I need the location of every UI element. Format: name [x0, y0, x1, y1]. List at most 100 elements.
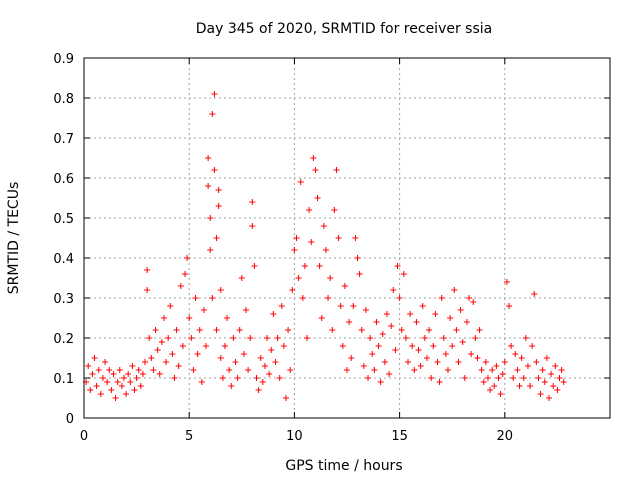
data-point [398, 327, 405, 333]
data-point [499, 371, 506, 377]
data-point [181, 271, 188, 277]
data-point [93, 383, 100, 389]
data-point [478, 367, 485, 373]
data-point [560, 379, 567, 385]
y-tick-label: 0.6 [53, 172, 74, 187]
data-point [217, 355, 224, 361]
data-point [156, 371, 163, 377]
data-point [87, 387, 94, 393]
data-point [541, 379, 548, 385]
data-point [203, 343, 210, 349]
data-point [339, 343, 346, 349]
axis-ticks [83, 57, 610, 419]
data-point [463, 319, 470, 325]
data-point [293, 235, 300, 241]
data-point [255, 387, 262, 393]
data-point [137, 383, 144, 389]
data-point [144, 267, 151, 273]
data-point [144, 287, 151, 293]
data-point [447, 315, 454, 321]
data-point [430, 343, 437, 349]
data-point [205, 183, 212, 189]
data-point [442, 351, 449, 357]
data-point [89, 371, 96, 377]
data-point [413, 319, 420, 325]
data-point [552, 363, 559, 369]
data-point [386, 371, 393, 377]
data-point [272, 359, 279, 365]
data-point [173, 327, 180, 333]
data-point [480, 379, 487, 385]
data-point [333, 167, 340, 173]
data-point [556, 375, 563, 381]
data-point [543, 355, 550, 361]
data-point [440, 335, 447, 341]
data-point [392, 347, 399, 353]
data-point [402, 335, 409, 341]
data-point [148, 355, 155, 361]
data-point [331, 207, 338, 213]
data-point [491, 383, 498, 389]
data-point [114, 379, 121, 385]
y-tick-label: 0 [66, 412, 74, 427]
data-point [373, 319, 380, 325]
data-point [348, 355, 355, 361]
data-point [350, 303, 357, 309]
data-point [484, 375, 491, 381]
data-point [371, 367, 378, 373]
data-point [466, 295, 473, 301]
data-point [503, 279, 510, 285]
data-point [329, 327, 336, 333]
data-point [548, 371, 555, 377]
data-point [211, 91, 218, 97]
data-point [497, 391, 504, 397]
data-point [495, 375, 502, 381]
data-point [259, 379, 266, 385]
data-point [232, 359, 239, 365]
data-point [518, 355, 525, 361]
data-point [123, 391, 130, 397]
data-point [306, 207, 313, 213]
data-point [142, 359, 149, 365]
data-point [198, 379, 205, 385]
data-point [112, 395, 119, 401]
data-point [388, 323, 395, 329]
y-tick-label: 0.7 [53, 132, 74, 147]
data-point [539, 367, 546, 373]
data-point [274, 335, 281, 341]
data-point [487, 387, 494, 393]
data-point [102, 359, 109, 365]
data-point [444, 367, 451, 373]
data-point [171, 375, 178, 381]
x-tick-label: 5 [185, 429, 193, 444]
data-point [457, 307, 464, 313]
data-point [194, 351, 201, 357]
data-point [215, 203, 222, 209]
data-point [550, 383, 557, 389]
data-point [318, 315, 325, 321]
data-point [455, 359, 462, 365]
data-point [104, 379, 111, 385]
data-point [316, 263, 323, 269]
data-point [158, 339, 165, 345]
data-point [489, 367, 496, 373]
data-point [211, 167, 218, 173]
data-point [150, 367, 157, 373]
data-point [205, 155, 212, 161]
data-point [356, 271, 363, 277]
data-point [139, 371, 146, 377]
data-point [270, 311, 277, 317]
data-point [419, 303, 426, 309]
data-point [230, 335, 237, 341]
data-point [188, 335, 195, 341]
data-point [282, 395, 289, 401]
grid-lines [84, 58, 610, 418]
y-tick-label: 0.5 [53, 212, 74, 227]
data-point [533, 359, 540, 365]
data-point [190, 367, 197, 373]
data-point [287, 367, 294, 373]
data-point [219, 375, 226, 381]
x-tick-label: 0 [80, 429, 88, 444]
data-point [125, 371, 132, 377]
data-point [322, 247, 329, 253]
